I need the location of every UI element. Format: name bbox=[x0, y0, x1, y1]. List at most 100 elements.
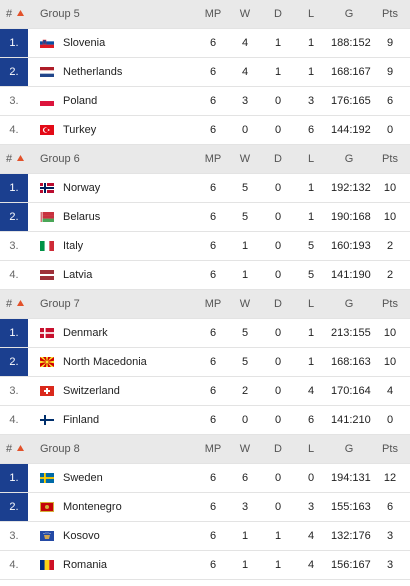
rank: 4. bbox=[9, 269, 19, 281]
stat-g: 168:163 bbox=[331, 356, 371, 368]
stat-d: 0 bbox=[274, 211, 282, 223]
flag bbox=[40, 96, 54, 106]
stat-g: 141:190 bbox=[331, 269, 371, 281]
rank: 1. bbox=[0, 464, 28, 492]
team-row: 3. Kosovo 6 1 1 4 132:176 3 bbox=[0, 522, 410, 551]
stat-pts: 0 bbox=[386, 124, 394, 136]
stat-w: 3 bbox=[241, 95, 249, 107]
rank: 1. bbox=[0, 319, 28, 347]
team-name[interactable]: Latvia bbox=[63, 269, 93, 281]
stat-l: 6 bbox=[307, 124, 315, 136]
sort-arrow[interactable] bbox=[17, 445, 24, 451]
stat-d: 0 bbox=[274, 356, 282, 368]
team-row: 4. Turkey 6 0 0 6 144:192 0 bbox=[0, 116, 410, 145]
stat-d: 0 bbox=[274, 124, 282, 136]
stat-d: 1 bbox=[274, 530, 282, 542]
flag bbox=[40, 386, 54, 396]
stat-w: 5 bbox=[241, 182, 249, 194]
column-header: D bbox=[274, 298, 282, 310]
team-name[interactable]: Montenegro bbox=[63, 501, 122, 513]
rank: 4. bbox=[9, 559, 19, 571]
flag bbox=[40, 67, 54, 77]
column-header: MP bbox=[204, 298, 222, 310]
team-row: 3. Poland 6 3 0 3 176:165 6 bbox=[0, 87, 410, 116]
stat-w: 1 bbox=[241, 269, 249, 281]
sort-arrow[interactable] bbox=[17, 155, 24, 161]
stat-mp: 6 bbox=[209, 559, 217, 571]
stat-mp: 6 bbox=[209, 124, 217, 136]
stat-mp: 6 bbox=[209, 327, 217, 339]
column-header: D bbox=[274, 8, 282, 20]
stat-d: 0 bbox=[274, 501, 282, 513]
stat-pts: 4 bbox=[386, 385, 394, 397]
team-name[interactable]: Poland bbox=[63, 95, 98, 107]
team-name[interactable]: Kosovo bbox=[63, 530, 100, 542]
stat-mp: 6 bbox=[209, 66, 217, 78]
column-header: G bbox=[344, 298, 354, 310]
stat-l: 0 bbox=[307, 472, 315, 484]
stat-mp: 6 bbox=[209, 530, 217, 542]
stat-w: 3 bbox=[241, 501, 249, 513]
stat-g: 155:163 bbox=[331, 501, 371, 513]
team-name[interactable]: Italy bbox=[63, 240, 84, 252]
sort-arrow[interactable] bbox=[17, 10, 24, 16]
stat-d: 0 bbox=[274, 472, 282, 484]
team-row: 1. Denmark 6 5 0 1 213:155 10 bbox=[0, 319, 410, 348]
column-header: L bbox=[307, 443, 315, 455]
stat-g: 188:152 bbox=[331, 37, 371, 49]
column-header: Pts bbox=[382, 8, 398, 20]
team-row: 3. Switzerland 6 2 0 4 170:164 4 bbox=[0, 377, 410, 406]
team-name[interactable]: Sweden bbox=[63, 472, 103, 484]
rank: 4. bbox=[9, 414, 19, 426]
stat-pts: 2 bbox=[386, 240, 394, 252]
stat-pts: 0 bbox=[386, 414, 394, 426]
flag bbox=[40, 357, 54, 367]
column-header: G bbox=[344, 153, 354, 165]
stat-d: 1 bbox=[274, 37, 282, 49]
team-name[interactable]: North Macedonia bbox=[63, 356, 147, 368]
team-name[interactable]: Denmark bbox=[63, 327, 108, 339]
stat-mp: 6 bbox=[209, 385, 217, 397]
team-row: 4. Romania 6 1 1 4 156:167 3 bbox=[0, 551, 410, 580]
team-name[interactable]: Finland bbox=[63, 414, 100, 426]
stat-pts: 10 bbox=[383, 356, 397, 368]
column-header: L bbox=[307, 298, 315, 310]
team-row: 2. Netherlands 6 4 1 1 168:167 9 bbox=[0, 58, 410, 87]
stat-g: 213:155 bbox=[331, 327, 371, 339]
rank-header: # bbox=[6, 153, 13, 165]
stat-g: 194:131 bbox=[331, 472, 371, 484]
rank: 2. bbox=[0, 348, 28, 376]
column-header: G bbox=[344, 8, 354, 20]
stat-mp: 6 bbox=[209, 37, 217, 49]
stat-d: 1 bbox=[274, 66, 282, 78]
stat-d: 0 bbox=[274, 269, 282, 281]
column-header: W bbox=[239, 8, 251, 20]
stat-w: 5 bbox=[241, 327, 249, 339]
column-header: MP bbox=[204, 153, 222, 165]
stat-d: 0 bbox=[274, 95, 282, 107]
stat-l: 3 bbox=[307, 501, 315, 513]
stat-l: 4 bbox=[307, 385, 315, 397]
stat-pts: 3 bbox=[386, 559, 394, 571]
stat-w: 5 bbox=[241, 211, 249, 223]
stat-l: 1 bbox=[307, 211, 315, 223]
team-name[interactable]: Slovenia bbox=[63, 37, 106, 49]
group-name: Group 7 bbox=[40, 298, 80, 310]
stat-d: 0 bbox=[274, 240, 282, 252]
flag bbox=[40, 328, 54, 338]
team-name[interactable]: Norway bbox=[63, 182, 101, 194]
team-name[interactable]: Romania bbox=[63, 559, 108, 571]
stat-l: 4 bbox=[307, 559, 315, 571]
stat-pts: 10 bbox=[383, 182, 397, 194]
stat-w: 1 bbox=[241, 240, 249, 252]
column-header: Pts bbox=[382, 298, 398, 310]
flag bbox=[40, 125, 54, 135]
stat-pts: 3 bbox=[386, 530, 394, 542]
team-name[interactable]: Switzerland bbox=[63, 385, 120, 397]
team-name[interactable]: Turkey bbox=[63, 124, 97, 136]
sort-arrow[interactable] bbox=[17, 300, 24, 306]
stat-w: 4 bbox=[241, 66, 249, 78]
stat-pts: 2 bbox=[386, 269, 394, 281]
team-name[interactable]: Belarus bbox=[63, 211, 101, 223]
team-name[interactable]: Netherlands bbox=[63, 66, 123, 78]
